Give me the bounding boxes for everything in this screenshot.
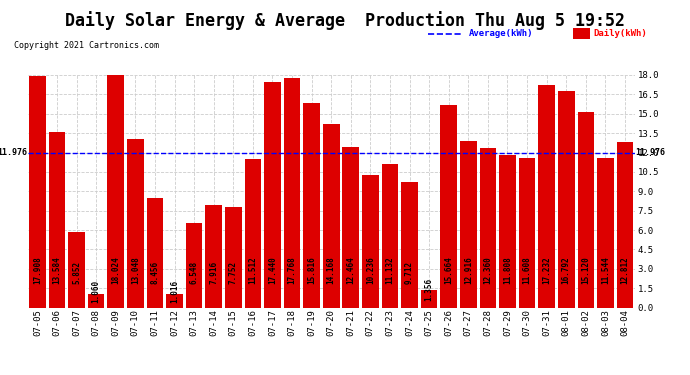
Bar (225, 207, 241, 308)
Bar (206, 205, 222, 308)
Bar (519, 158, 535, 308)
Text: 6.548: 6.548 (190, 261, 199, 284)
Text: 9.712: 9.712 (405, 261, 414, 284)
Text: 1.016: 1.016 (170, 280, 179, 303)
Text: 11.976: 11.976 (635, 148, 664, 157)
Bar (127, 139, 144, 308)
Text: 7.916: 7.916 (209, 261, 218, 284)
Text: 15.816: 15.816 (307, 256, 316, 284)
Bar (578, 112, 594, 308)
Bar (304, 103, 320, 308)
Bar (146, 198, 164, 308)
Bar (382, 164, 398, 308)
Bar (362, 175, 379, 308)
Text: 5.852: 5.852 (72, 261, 81, 284)
Text: Average(kWh): Average(kWh) (469, 29, 533, 38)
Text: 12.916: 12.916 (464, 256, 473, 284)
Bar (342, 147, 359, 308)
Text: Daily(kWh): Daily(kWh) (593, 29, 647, 38)
Text: 11.608: 11.608 (522, 256, 531, 284)
Text: 1.356: 1.356 (424, 278, 433, 302)
Text: 12.812: 12.812 (620, 256, 629, 284)
Text: 17.232: 17.232 (542, 256, 551, 284)
Text: 12.464: 12.464 (346, 256, 355, 284)
Text: 18.024: 18.024 (111, 256, 120, 284)
Text: 17.440: 17.440 (268, 256, 277, 284)
Bar (401, 182, 418, 308)
Text: 15.120: 15.120 (582, 256, 591, 284)
Bar (597, 158, 613, 308)
Text: 15.664: 15.664 (444, 256, 453, 284)
Bar (68, 232, 85, 308)
Bar (421, 290, 437, 308)
Text: Daily Solar Energy & Average  Production Thu Aug 5 19:52: Daily Solar Energy & Average Production … (65, 11, 625, 30)
Text: 11.544: 11.544 (601, 256, 610, 284)
Text: 7.752: 7.752 (229, 261, 238, 284)
Bar (284, 78, 300, 308)
Text: Copyright 2021 Cartronics.com: Copyright 2021 Cartronics.com (14, 41, 159, 50)
Text: 8.456: 8.456 (150, 261, 159, 284)
Bar (617, 142, 633, 308)
Text: 13.584: 13.584 (52, 256, 61, 284)
Text: 12.360: 12.360 (484, 256, 493, 284)
Bar (460, 141, 477, 308)
Text: 13.048: 13.048 (131, 256, 140, 284)
Bar (49, 132, 66, 308)
Text: 17.768: 17.768 (288, 256, 297, 284)
Bar (480, 148, 496, 308)
Bar (538, 85, 555, 308)
Bar (323, 124, 339, 308)
Bar (244, 159, 262, 308)
Bar (558, 91, 575, 308)
Text: 16.792: 16.792 (562, 256, 571, 284)
Text: 11.808: 11.808 (503, 256, 512, 284)
Bar (29, 76, 46, 308)
Bar (264, 82, 281, 308)
Text: 14.168: 14.168 (326, 256, 336, 284)
Text: 10.236: 10.236 (366, 256, 375, 284)
Bar (186, 223, 202, 308)
Text: 11.976: 11.976 (0, 148, 28, 157)
Text: 11.132: 11.132 (386, 256, 395, 284)
Bar (166, 294, 183, 307)
Bar (88, 294, 104, 308)
Bar (440, 105, 457, 308)
Bar (108, 75, 124, 308)
Text: 1.060: 1.060 (92, 280, 101, 303)
Text: 17.908: 17.908 (33, 256, 42, 284)
Text: 11.512: 11.512 (248, 256, 257, 284)
Bar (499, 155, 516, 308)
